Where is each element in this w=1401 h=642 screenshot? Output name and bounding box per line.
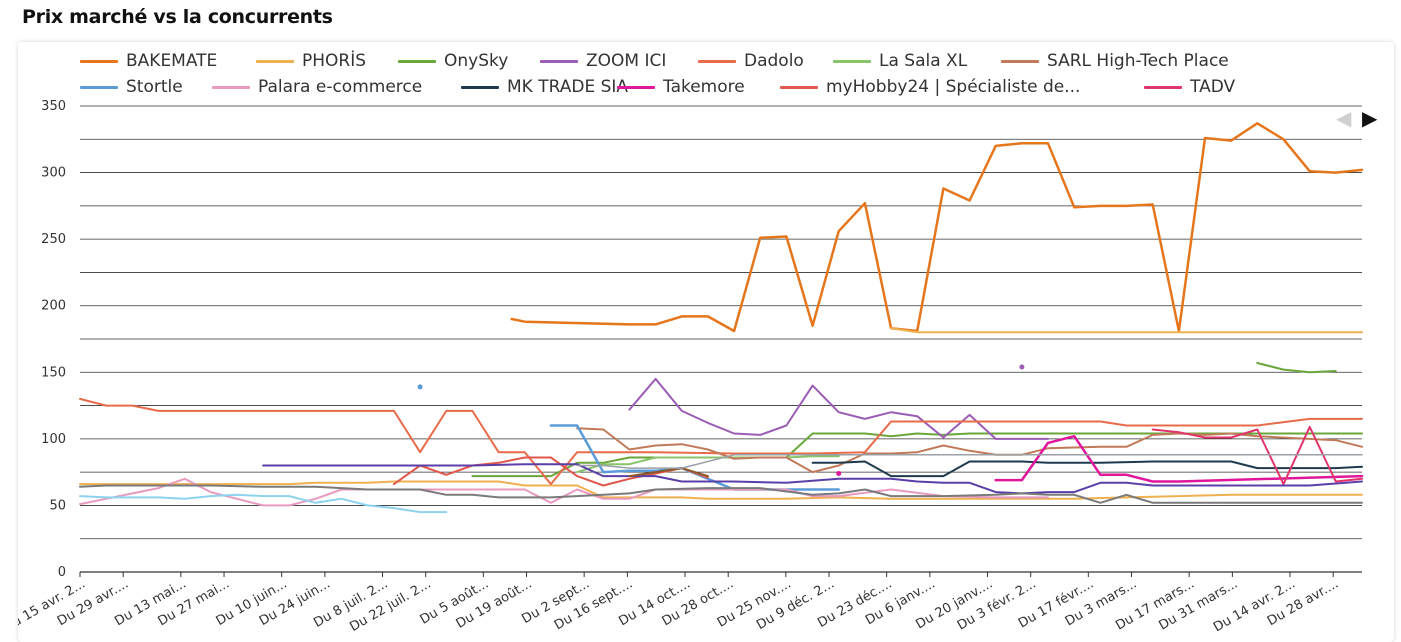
y-tick-label: 200 xyxy=(41,299,66,314)
legend-label: Stortle xyxy=(126,77,183,97)
series-line-unlabeled-13[interactable] xyxy=(262,463,1363,495)
legend-swatch xyxy=(698,59,736,63)
legend-label: Palara e-commerce xyxy=(258,77,423,97)
series-line-onysky[interactable] xyxy=(1256,362,1337,374)
series-line-palara-e-commerce[interactable] xyxy=(79,477,1049,507)
grid-lines xyxy=(80,105,1362,573)
legend-item[interactable]: BAKEMATE xyxy=(80,51,217,71)
legend-item[interactable]: Stortle xyxy=(80,77,183,97)
legend-item[interactable]: TADV xyxy=(1144,77,1235,97)
legend-swatch xyxy=(461,85,499,89)
legend-swatch xyxy=(398,59,436,63)
legend-label: SARL High-Tech Place xyxy=(1047,51,1229,71)
legend-item[interactable]: myHobby24 | Spécialiste de... xyxy=(780,77,1080,97)
y-tick-label: 100 xyxy=(41,432,66,447)
series-line-unlabeled-15[interactable] xyxy=(79,493,448,514)
chart-card: 0 50 100 150 200 250 300 350 Du 15 avr. 2... Du … xyxy=(18,42,1394,642)
legend-swatch xyxy=(80,85,118,89)
series-line-zoom-ici[interactable] xyxy=(628,377,1049,440)
series-line-unlabeled-16[interactable] xyxy=(628,467,709,478)
legend-label: Takemore xyxy=(663,77,745,97)
y-axis: 0 50 100 150 200 250 300 350 xyxy=(41,99,66,580)
legend-label: myHobby24 | Spécialiste de... xyxy=(826,77,1081,97)
legend-item[interactable]: PHORİS xyxy=(256,51,366,71)
legend-label: Dadolo xyxy=(744,51,804,71)
series-line-unlabeled-14[interactable] xyxy=(79,484,1363,504)
legend-swatch xyxy=(1001,59,1039,63)
legend-label: OnySky xyxy=(444,51,509,71)
page-title: Prix marché vs la concurrents xyxy=(22,6,333,28)
series-line-unlabeled-17[interactable] xyxy=(576,454,1363,469)
legend-label: MK TRADE SIA xyxy=(507,77,629,97)
legend-item[interactable]: La Sala XL xyxy=(833,51,967,71)
legend-next-icon[interactable]: ▶ xyxy=(1362,106,1378,130)
legend-item[interactable]: MK TRADE SIA xyxy=(461,77,628,97)
legend-item[interactable]: SARL High-Tech Place xyxy=(1001,51,1229,71)
legend-swatch xyxy=(780,85,818,89)
series-line-phori-s[interactable] xyxy=(79,480,1363,500)
series-line-phori-s[interactable] xyxy=(890,327,1363,334)
legend-label: La Sala XL xyxy=(879,51,968,71)
legend-label: BAKEMATE xyxy=(126,51,218,71)
data-point-dot[interactable] xyxy=(836,470,842,476)
series-line-takemore[interactable] xyxy=(994,434,1364,483)
series-line-dadolo[interactable] xyxy=(79,397,1363,486)
series-line-bakemate[interactable] xyxy=(510,122,1364,333)
y-tick-label: 300 xyxy=(41,166,66,181)
legend-swatch xyxy=(540,59,578,63)
legend-item[interactable]: Palara e-commerce xyxy=(212,77,422,97)
legend-swatch xyxy=(80,59,118,63)
legend-swatch xyxy=(1144,85,1182,89)
legend-item[interactable]: ZOOM ICI xyxy=(540,51,666,71)
x-axis: Du 15 avr. 2...Du 29 avr....Du 13 mai...… xyxy=(18,572,1341,631)
series-line-la-sala-xl[interactable] xyxy=(576,455,840,474)
legend-label: PHORİS xyxy=(302,51,367,71)
legend-prev-icon[interactable]: ◀ xyxy=(1336,106,1352,130)
data-point-dot[interactable] xyxy=(417,384,423,390)
legend-label: TADV xyxy=(1190,77,1236,97)
legend-swatch xyxy=(212,85,250,89)
legend-item[interactable]: Dadolo xyxy=(698,51,804,71)
y-tick-label: 0 xyxy=(58,565,66,580)
legend-item[interactable]: Takemore xyxy=(617,77,745,97)
data-point-dot[interactable] xyxy=(1019,364,1025,370)
legend-label: ZOOM ICI xyxy=(586,51,667,71)
y-tick-label: 150 xyxy=(41,365,66,380)
legend-swatch xyxy=(617,85,655,89)
series-line-myhobby24-sp-cialiste-de[interactable] xyxy=(393,456,709,487)
legend-item[interactable]: OnySky xyxy=(398,51,508,71)
y-tick-label: 50 xyxy=(49,498,66,513)
price-line-chart: 0 50 100 150 200 250 300 350 Du 15 avr. 2...Du … xyxy=(18,99,1364,631)
series-lines xyxy=(79,122,1364,514)
series-line-tadv[interactable] xyxy=(1151,425,1363,486)
y-tick-label: 250 xyxy=(41,232,66,247)
legend-swatch xyxy=(256,59,294,63)
series-line-mk-trade-sia[interactable] xyxy=(811,460,1363,478)
legend-swatch xyxy=(833,59,871,63)
y-tick-label: 350 xyxy=(41,99,66,114)
